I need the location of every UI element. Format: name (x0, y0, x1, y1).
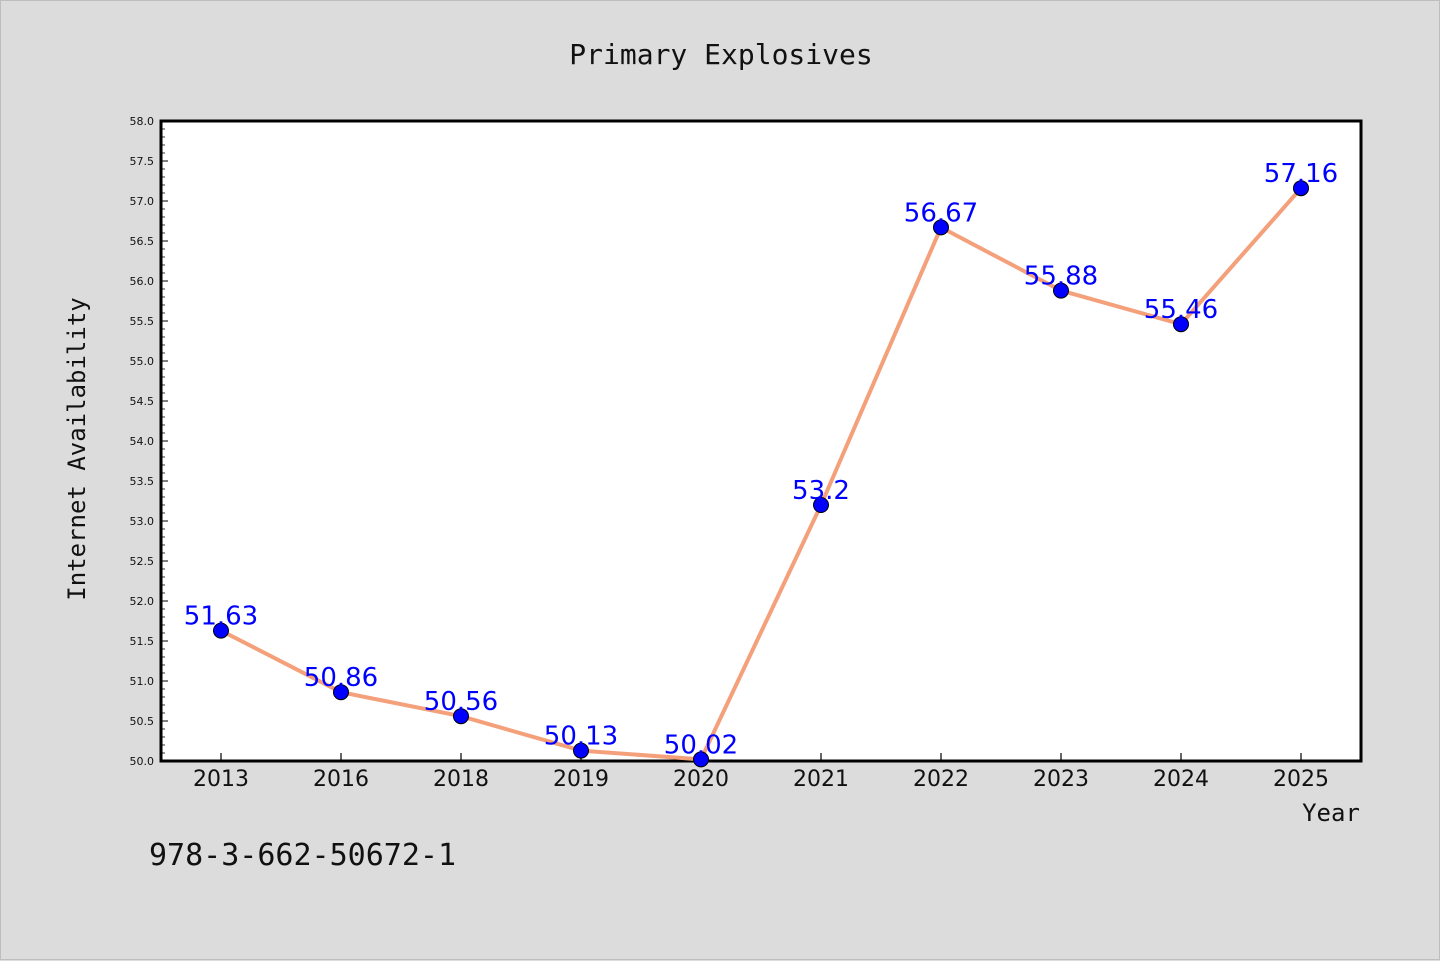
data-point (1293, 180, 1309, 197)
series: 51.63 50.86 50.56 50.13 50.02 53.2 56.67 55.88 5… (184, 159, 1338, 768)
y-tick-label: 53.5 (130, 475, 155, 488)
x-tick-label: 2018 (433, 767, 489, 792)
x-axis: 2013 2016 2018 2019 2020 2021 2022 2023 2024 2025 (193, 753, 1329, 792)
data-point (573, 742, 589, 759)
data-label: 50.13 (544, 722, 618, 752)
x-tick-label: 2020 (673, 767, 729, 792)
chart-title: Primary Explosives (569, 38, 872, 71)
y-tick-label: 51.0 (130, 675, 155, 688)
x-tick-label: 2024 (1153, 767, 1209, 792)
data-point (1173, 316, 1189, 333)
data-label: 57.16 (1264, 159, 1338, 189)
series-line (220, 186, 1303, 762)
y-tick-label: 50.0 (130, 755, 155, 768)
data-label: 50.86 (304, 663, 378, 693)
data-point (693, 751, 709, 768)
data-point (813, 497, 829, 513)
x-tick-label: 2022 (913, 767, 969, 792)
y-tick-label: 54.5 (130, 395, 155, 408)
y-tick-label: 52.5 (130, 555, 155, 568)
y-tick-label: 51.5 (130, 635, 155, 648)
data-point (333, 684, 349, 701)
x-tick-label: 2023 (1033, 767, 1089, 792)
y-tick-label: 55.0 (130, 355, 155, 368)
y-tick-label: 55.5 (130, 315, 155, 328)
plot-area (159, 119, 1363, 763)
data-label: 56.67 (904, 198, 978, 228)
data-point (1053, 282, 1069, 299)
x-tick-label: 2016 (313, 767, 369, 792)
data-point (933, 219, 949, 236)
y-tick-label: 56.5 (130, 235, 155, 248)
y-tick-label: 53.0 (130, 515, 155, 528)
data-label: 55.88 (1024, 262, 1098, 292)
data-label: 55.46 (1144, 295, 1218, 325)
x-tick-label: 2021 (793, 767, 849, 792)
x-tick-label: 2025 (1273, 767, 1329, 792)
data-point (213, 622, 229, 639)
isbn-footer: 978-3-662-50672-1 (149, 838, 456, 873)
y-tick-label: 57.5 (130, 155, 155, 168)
data-label: 50.56 (424, 687, 498, 717)
y-tick-label: 50.5 (130, 715, 155, 728)
data-label: 50.02 (664, 730, 738, 760)
y-tick-label: 54.0 (130, 435, 155, 448)
x-axis-label: Year (1302, 799, 1360, 827)
y-tick-label: 57.0 (130, 195, 155, 208)
y-tick-label: 56.0 (130, 275, 155, 288)
x-tick-label: 2013 (193, 767, 249, 792)
data-label: 53.2 (792, 476, 850, 506)
data-label: 51.63 (184, 602, 258, 632)
y-axis: 50.0 50.5 51.0 51.5 52.0 52.5 53.0 53.5 54.0 54.5… (130, 115, 168, 768)
y-tick-label: 58.0 (130, 115, 155, 128)
data-point (453, 708, 469, 725)
x-tick-label: 2019 (553, 767, 609, 792)
y-tick-label: 52.0 (130, 595, 155, 608)
y-axis-label: Internet Availability (63, 297, 91, 600)
